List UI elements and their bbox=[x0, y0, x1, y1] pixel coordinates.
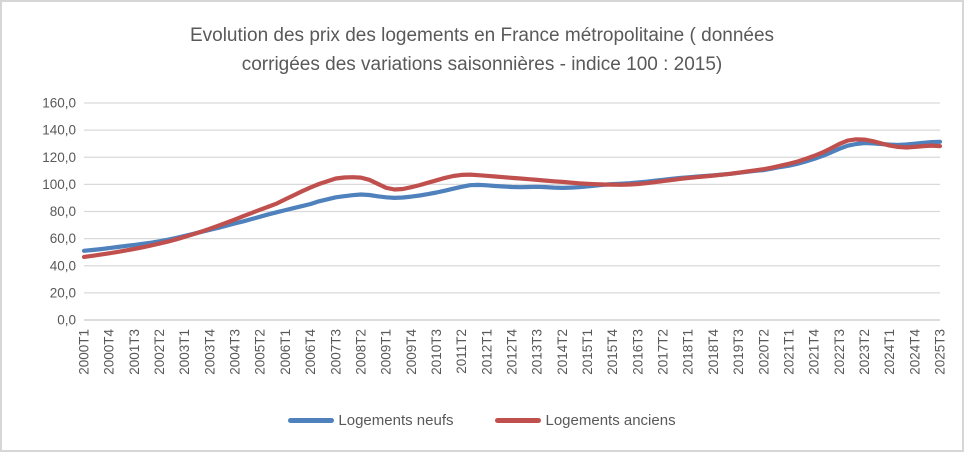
x-tick-label: 2006T1 bbox=[278, 329, 293, 375]
series-line-logements-neufs bbox=[81, 139, 943, 253]
x-tick-label: 2025T3 bbox=[933, 329, 948, 375]
series-line-logements-anciens bbox=[81, 137, 943, 259]
x-tick-label: 2024T1 bbox=[882, 329, 897, 375]
x-tick-label: 2009T1 bbox=[379, 329, 394, 375]
x-tick-label: 2007T3 bbox=[328, 329, 343, 375]
legend-item-logements-anciens: Logements anciens bbox=[495, 412, 676, 429]
y-axis-tick-labels: 160,0 140,0 120,0 100,0 80,0 60,0 40,0 20,0 0,0 bbox=[42, 96, 76, 328]
x-tick-label: 2012T1 bbox=[479, 329, 494, 375]
y-tick-label: 80,0 bbox=[50, 204, 76, 219]
x-tick-label: 2003T1 bbox=[177, 329, 192, 375]
y-tick-label: 120,0 bbox=[42, 150, 76, 165]
x-tick-label: 2015T4 bbox=[605, 329, 620, 375]
x-tick-label: 2018T4 bbox=[706, 329, 721, 375]
x-tick-label: 2004T3 bbox=[228, 329, 243, 375]
y-tick-label: 40,0 bbox=[50, 258, 76, 273]
y-tick-label: 60,0 bbox=[50, 231, 76, 246]
x-tick-label: 2011T2 bbox=[454, 329, 469, 374]
y-tick-label: 20,0 bbox=[50, 285, 76, 300]
x-tick-label: 2000T1 bbox=[77, 329, 92, 375]
x-tick-label: 2015T1 bbox=[580, 329, 595, 375]
x-tick-label: 2021T4 bbox=[807, 329, 822, 375]
legend-label: Logements neufs bbox=[338, 412, 454, 429]
y-tick-label: 140,0 bbox=[42, 123, 76, 138]
x-tick-label: 2021T1 bbox=[781, 329, 796, 375]
x-tick-label: 2016T3 bbox=[630, 329, 645, 375]
legend-label: Logements anciens bbox=[545, 412, 676, 429]
x-tick-label: 2002T2 bbox=[152, 329, 167, 375]
y-tick-label: 0,0 bbox=[57, 313, 76, 328]
legend-item-logements-neufs: Logements neufs bbox=[288, 412, 453, 429]
x-tick-label: 2020T2 bbox=[756, 329, 771, 375]
x-tick-label: 2012T4 bbox=[505, 329, 520, 375]
x-axis-tick-labels: 2000T1 2000T4 2001T3 2002T2 2003T1 2003T4 2004… bbox=[77, 329, 948, 375]
x-tick-label: 2013T3 bbox=[530, 329, 545, 375]
x-tick-label: 2008T2 bbox=[353, 329, 368, 375]
x-tick-label: 2017T2 bbox=[656, 329, 671, 375]
x-tick-label: 2019T3 bbox=[731, 329, 746, 375]
y-tick-label: 100,0 bbox=[42, 177, 76, 192]
x-tick-label: 2005T2 bbox=[253, 329, 268, 375]
x-tick-label: 2000T4 bbox=[102, 329, 117, 375]
x-tick-label: 2022T3 bbox=[832, 329, 847, 375]
x-tick-label: 2009T4 bbox=[404, 329, 419, 375]
x-tick-label: 2024T4 bbox=[907, 329, 922, 375]
x-tick-label: 2001T3 bbox=[127, 329, 142, 375]
legend: Logements neufs Logements anciens bbox=[2, 412, 962, 429]
x-tick-label: 2023T2 bbox=[857, 329, 872, 375]
legend-line-swatch-blue bbox=[288, 418, 335, 423]
x-tick-label: 2018T1 bbox=[681, 329, 696, 375]
y-tick-label: 160,0 bbox=[42, 96, 76, 111]
x-tick-label: 2003T4 bbox=[202, 329, 217, 375]
x-tick-label: 2014T2 bbox=[555, 329, 570, 375]
data-series-lines bbox=[81, 137, 943, 259]
legend-line-swatch-red bbox=[495, 418, 542, 423]
x-tick-label: 2006T4 bbox=[303, 329, 318, 375]
gridlines bbox=[84, 102, 940, 321]
x-tick-label: 2010T3 bbox=[429, 329, 444, 375]
chart-title: Evolution des prix des logements en Fran… bbox=[189, 25, 775, 75]
